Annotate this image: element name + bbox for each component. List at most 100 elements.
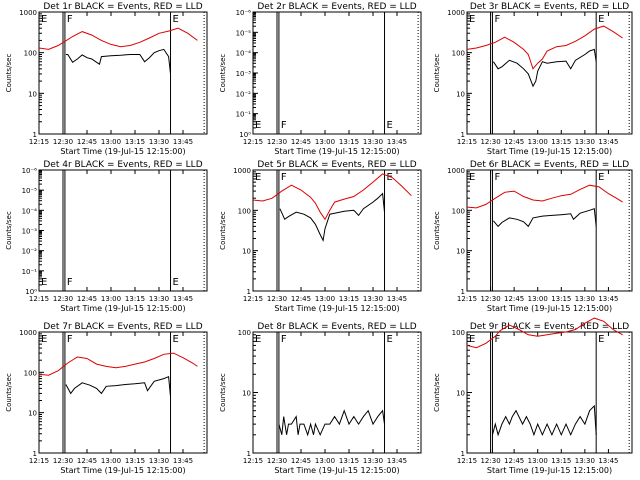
- x-tick-label: 13:45: [598, 295, 618, 303]
- x-tick-label: 13:15: [551, 295, 571, 303]
- x-tick-label: 13:45: [387, 295, 407, 303]
- interval-marker-e: E: [255, 120, 261, 131]
- interval-marker-e: E: [387, 120, 393, 131]
- x-tick-label: 13:15: [125, 295, 145, 303]
- interval-marker-e: E: [255, 172, 261, 183]
- panel-title: Det 5r BLACK = Events, RED = LLD: [257, 160, 416, 170]
- plot-frame: [38, 169, 208, 292]
- plot-frame: [252, 11, 422, 135]
- interval-marker-f: F: [281, 120, 287, 131]
- x-axis-label: Start Time (19-Jul-15 12:15:00): [487, 147, 612, 156]
- x-tick-label: 13:00: [101, 138, 121, 146]
- interval-marker-e: E: [469, 172, 475, 183]
- y-axis-label: Counts/sec: [219, 211, 227, 250]
- lld-series-line: [466, 25, 623, 70]
- y-tick-label: 100: [238, 329, 251, 337]
- lld-series-line: [38, 352, 198, 376]
- x-tick-label: 13:30: [575, 295, 595, 303]
- x-tick-label: 13:45: [387, 457, 407, 465]
- x-tick-label: 12:30: [480, 138, 500, 146]
- y-tick-label: 1: [461, 131, 465, 139]
- interval-marker-f: F: [494, 14, 500, 25]
- panel-title: Det 8r BLACK = Events, RED = LLD: [257, 322, 416, 332]
- x-tick-label: 13:30: [575, 457, 595, 465]
- interval-marker-e: E: [598, 172, 604, 183]
- x-tick-label: 12:30: [267, 295, 287, 303]
- y-tick-label: 10⁰: [25, 288, 37, 296]
- x-axis-label: Start Time (19-Jul-15 12:15:00): [487, 304, 612, 313]
- x-tick-label: 12:15: [243, 138, 263, 146]
- x-tick-label: 13:15: [551, 138, 571, 146]
- y-tick-label: 10: [242, 390, 251, 398]
- y-tick-label: 1000: [447, 167, 465, 175]
- plot-frame: [252, 169, 422, 292]
- x-tick-label: 12:30: [267, 138, 287, 146]
- x-axis-label: Start Time (19-Jul-15 12:15:00): [60, 147, 185, 156]
- x-tick-label: 13:30: [363, 295, 383, 303]
- interval-marker-f: F: [494, 172, 500, 183]
- panel-4: Det 4r BLACK = Events, RED = LLD 12:15 12:…: [5, 160, 208, 313]
- panel-title: Det 2r BLACK = Events, RED = LLD: [257, 2, 416, 12]
- x-tick-label: 12:15: [29, 295, 49, 303]
- events-series-line: [492, 404, 597, 437]
- x-tick-label: 12:45: [504, 295, 524, 303]
- y-tick-label: 10⁻⁵: [22, 187, 38, 195]
- x-tick-label: 13:30: [149, 295, 169, 303]
- interval-marker-e: E: [469, 14, 475, 25]
- panel-title: Det 1r BLACK = Events, RED = LLD: [43, 2, 202, 12]
- x-tick-label: 12:15: [243, 457, 263, 465]
- y-axis-label: Counts/sec: [5, 211, 13, 250]
- y-tick-label: 10⁻¹: [22, 268, 38, 276]
- y-tick-label: 1: [33, 450, 37, 458]
- interval-marker-f: F: [281, 334, 287, 345]
- lld-series-line: [38, 27, 198, 50]
- x-tick-label: 13:30: [363, 457, 383, 465]
- interval-marker-e: E: [41, 14, 47, 25]
- plot-frame: [252, 331, 422, 454]
- events-series-line: [279, 192, 385, 243]
- interval-marker-e: E: [173, 334, 179, 345]
- y-tick-label: 100: [24, 369, 37, 377]
- x-tick-label: 13:45: [173, 295, 193, 303]
- x-tick-label: 12:15: [457, 295, 477, 303]
- plot-frame: [466, 11, 633, 135]
- interval-marker-f: F: [67, 334, 73, 345]
- y-tick-label: 1000: [19, 329, 37, 337]
- x-axis-label: Start Time (19-Jul-15 12:15:00): [274, 304, 399, 313]
- interval-marker-f: F: [67, 277, 73, 288]
- interval-marker-e: E: [255, 334, 261, 345]
- y-tick-label: 10: [242, 248, 251, 256]
- x-tick-label: 13:45: [387, 138, 407, 146]
- x-tick-label: 13:00: [101, 457, 121, 465]
- events-series-line: [278, 409, 385, 437]
- y-tick-label: 100: [238, 207, 251, 215]
- y-axis-label: Counts/sec: [5, 54, 13, 93]
- interval-marker-e: E: [598, 334, 604, 345]
- panel-title: Det 3r BLACK = Events, RED = LLD: [470, 2, 629, 12]
- interval-marker-e: E: [41, 277, 47, 288]
- plot-frame: [38, 331, 208, 454]
- x-tick-label: 12:45: [77, 138, 97, 146]
- y-tick-label: 10⁻²: [22, 248, 38, 256]
- x-tick-label: 12:30: [267, 457, 287, 465]
- y-axis-label: Counts/sec: [219, 373, 227, 412]
- interval-marker-e: E: [387, 172, 393, 183]
- x-tick-label: 13:45: [173, 138, 193, 146]
- y-tick-label: 100: [452, 329, 465, 337]
- y-tick-label: 10⁻⁶: [236, 9, 252, 17]
- x-tick-label: 13:30: [575, 138, 595, 146]
- x-tick-label: 12:45: [504, 138, 524, 146]
- y-tick-label: 1: [247, 450, 251, 458]
- x-tick-label: 13:00: [528, 457, 548, 465]
- x-tick-label: 12:15: [457, 138, 477, 146]
- panel-7: Det 7r BLACK = Events, RED = LLD 12:15 12:…: [5, 322, 208, 475]
- x-axis-label: Start Time (19-Jul-15 12:15:00): [274, 466, 399, 475]
- panel-2: Det 2r BLACK = Events, RED = LLD 12:15 12:…: [219, 2, 422, 156]
- x-tick-label: 13:00: [101, 295, 121, 303]
- y-tick-label: 10⁻³: [22, 228, 38, 236]
- x-tick-label: 12:45: [291, 457, 311, 465]
- interval-marker-f: F: [67, 14, 73, 25]
- panel-title: Det 4r BLACK = Events, RED = LLD: [43, 160, 202, 170]
